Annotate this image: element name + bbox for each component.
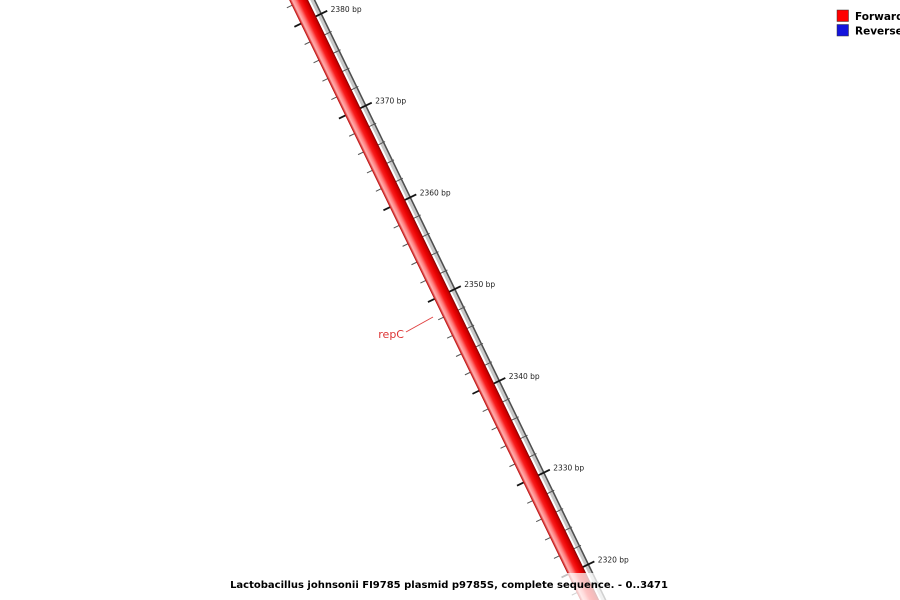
feature-band-repc-forward[interactable] — [259, 0, 633, 600]
legend: Forward Reverse — [836, 9, 900, 38]
feature-label-repc[interactable]: repC — [378, 328, 404, 341]
ruler-tick-labels: 2380 bp 2370 bp 2360 bp 2350 bp 2340 bp 2330 … — [331, 5, 629, 565]
feature-callout-repc[interactable]: repC — [378, 316, 434, 341]
legend-label-forward: Forward — [855, 11, 900, 23]
title-backdrop — [0, 573, 900, 600]
ruler-tick-label: 2330 bp — [553, 464, 584, 473]
ruler-tick-label: 2380 bp — [331, 5, 362, 14]
backbone-line-light — [276, 0, 638, 600]
ruler-tick-label: 2370 bp — [375, 97, 406, 106]
map-title: Lactobacillus johnsonii FI9785 plasmid p… — [230, 580, 668, 591]
ruler-tick-label: 2340 bp — [509, 372, 540, 381]
legend-label-reverse: Reverse — [855, 26, 900, 38]
ruler-tick-label: 2320 bp — [598, 555, 629, 564]
sequence-backbone-group — [259, 0, 639, 600]
ruler-tick-label: 2360 bp — [420, 188, 451, 197]
backbone-line-shadow — [279, 0, 639, 600]
feature-callout-line — [405, 316, 434, 333]
ruler-tick-label: 2350 bp — [464, 280, 495, 289]
legend-swatch-reverse — [836, 24, 849, 37]
legend-swatch-forward — [836, 9, 849, 22]
